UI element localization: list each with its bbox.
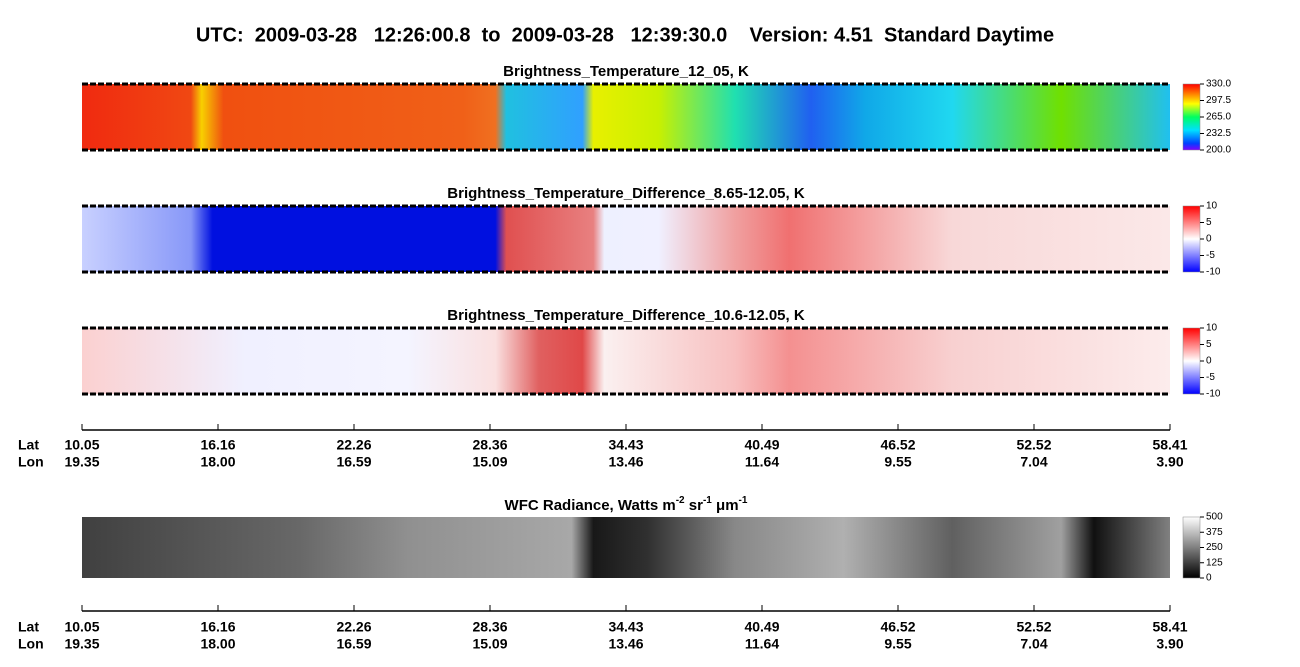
- colorbar-label: 330.0: [1206, 79, 1231, 90]
- lat-tick-label: 28.36: [472, 619, 507, 635]
- lon-tick-label: 15.09: [472, 454, 507, 470]
- colorbar-label: 125: [1206, 557, 1223, 568]
- lon-tick-label: 16.59: [336, 636, 371, 652]
- figure-title: UTC: 2009-03-28 12:26:00.8 to 2009-03-28…: [196, 24, 1054, 46]
- lon-tick-label: 15.09: [472, 636, 507, 652]
- colorbar-label: -5: [1206, 372, 1215, 383]
- title-part: WFC Radiance, Watts m: [505, 497, 676, 514]
- colorbar: [1182, 83, 1201, 151]
- lon-tick-label: 7.04: [1020, 454, 1047, 470]
- panel-title: Brightness_Temperature_Difference_10.6-1…: [447, 307, 805, 324]
- colorbar-label: -10: [1206, 389, 1221, 400]
- lon-tick-label: 3.90: [1156, 636, 1183, 652]
- lat-tick-label: 28.36: [472, 437, 507, 453]
- colorbar-label: 0: [1206, 356, 1212, 367]
- lat-tick-label: 34.43: [608, 619, 643, 635]
- lat-tick-label: 58.41: [1152, 619, 1187, 635]
- lat-tick-label: 10.05: [64, 619, 99, 635]
- image-strip: [82, 206, 1170, 272]
- colorbar-label: 265.0: [1206, 112, 1231, 123]
- image-strip: [82, 328, 1170, 394]
- colorbar-label: -10: [1206, 267, 1221, 278]
- lon-tick-label: 13.46: [608, 454, 643, 470]
- colorbar-label: 232.5: [1206, 128, 1231, 139]
- colorbar-label: 10: [1206, 323, 1218, 334]
- colorbar: [1182, 516, 1201, 579]
- lat-label: Lat: [18, 437, 39, 453]
- title-part: μm: [712, 497, 739, 514]
- panel-title: Brightness_Temperature_12_05, K: [503, 63, 749, 80]
- lat-tick-label: 40.49: [744, 437, 779, 453]
- image-strip: [82, 84, 1170, 150]
- image-strip: [82, 517, 1170, 578]
- lat-tick-label: 16.16: [200, 619, 235, 635]
- superscript: -1: [703, 495, 712, 506]
- colorbar-label: -5: [1206, 250, 1215, 261]
- lon-tick-label: 13.46: [608, 636, 643, 652]
- lon-tick-label: 7.04: [1020, 636, 1047, 652]
- colorbar: [1182, 205, 1201, 273]
- colorbar-label: 297.5: [1206, 95, 1231, 106]
- superscript: -1: [739, 495, 748, 506]
- lat-tick-label: 22.26: [336, 437, 371, 453]
- colorbar-label: 200.0: [1206, 145, 1231, 156]
- colorbar-label: 0: [1206, 573, 1212, 584]
- lon-tick-label: 19.35: [64, 454, 99, 470]
- lon-tick-label: 9.55: [884, 636, 911, 652]
- panel-title: Brightness_Temperature_Difference_8.65-1…: [447, 185, 805, 202]
- lat-tick-label: 52.52: [1016, 437, 1051, 453]
- lat-tick-label: 52.52: [1016, 619, 1051, 635]
- colorbar-label: 10: [1206, 201, 1218, 212]
- lon-tick-label: 19.35: [64, 636, 99, 652]
- colorbar-label: 0: [1206, 234, 1212, 245]
- colorbar-label: 250: [1206, 542, 1223, 553]
- lat-tick-label: 58.41: [1152, 437, 1187, 453]
- lon-tick-label: 11.64: [745, 454, 779, 470]
- lon-tick-label: 9.55: [884, 454, 911, 470]
- lon-tick-label: 18.00: [200, 454, 235, 470]
- colorbar-label: 500: [1206, 512, 1223, 523]
- colorbar: [1182, 327, 1201, 395]
- lon-tick-label: 16.59: [336, 454, 371, 470]
- lat-tick-label: 46.52: [880, 437, 915, 453]
- colorbar-label: 5: [1206, 339, 1212, 350]
- lat-tick-label: 16.16: [200, 437, 235, 453]
- lon-tick-label: 3.90: [1156, 454, 1183, 470]
- panel-title: WFC Radiance, Watts m-2 sr-1 μm-1: [505, 495, 748, 514]
- lon-tick-label: 11.64: [745, 636, 779, 652]
- lat-tick-label: 10.05: [64, 437, 99, 453]
- lat-tick-label: 40.49: [744, 619, 779, 635]
- lat-tick-label: 22.26: [336, 619, 371, 635]
- lat-tick-label: 34.43: [608, 437, 643, 453]
- lon-tick-label: 18.00: [200, 636, 235, 652]
- colorbar-label: 5: [1206, 217, 1212, 228]
- superscript: -2: [676, 495, 685, 506]
- lat-tick-label: 46.52: [880, 619, 915, 635]
- colorbar-label: 375: [1206, 527, 1223, 538]
- lon-label: Lon: [18, 454, 44, 470]
- lon-label: Lon: [18, 636, 44, 652]
- lat-label: Lat: [18, 619, 39, 635]
- title-part: sr: [685, 497, 704, 514]
